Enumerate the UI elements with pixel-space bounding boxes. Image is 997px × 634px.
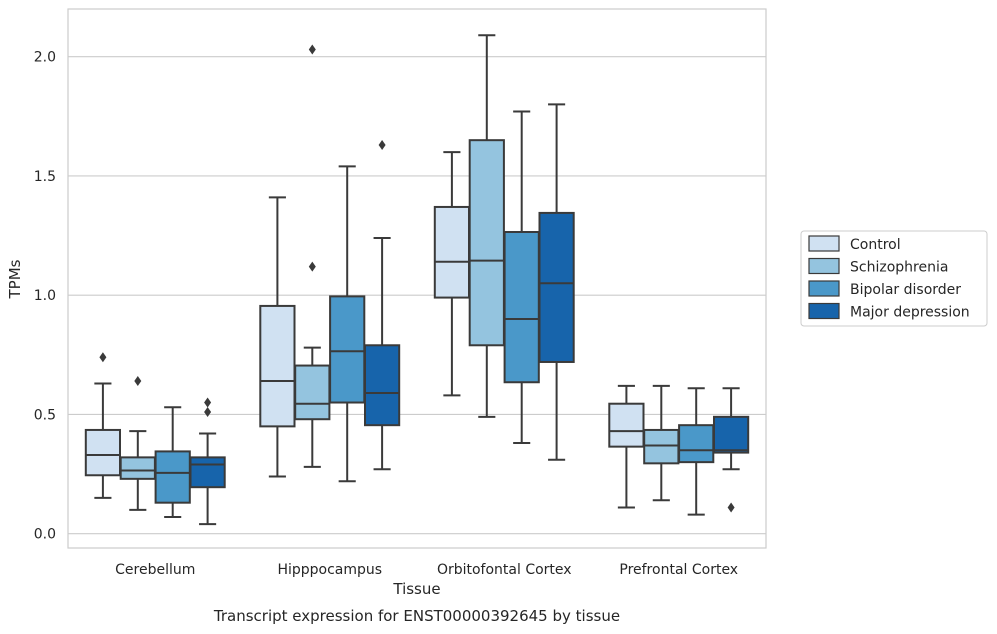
legend-swatch	[808, 302, 840, 320]
box-control-3	[608, 384, 645, 509]
x-tick-label: Orbitofontal Cortex	[437, 562, 572, 578]
plot-area-frame	[67, 8, 767, 549]
box-bipolar-disorder-0	[154, 406, 191, 518]
x-tick-label: Hipppocampus	[277, 562, 382, 578]
legend-label: Bipolar disorder	[850, 282, 961, 298]
legend-swatch	[808, 235, 840, 252]
legend-label: Control	[850, 237, 901, 253]
box-major-depression-3	[712, 387, 750, 513]
x-tick-label: Cerebellum	[115, 562, 195, 578]
box-schizophrenia-2	[468, 34, 505, 418]
outlier-point	[204, 397, 212, 408]
outlier-point	[727, 502, 735, 513]
legend-frame	[800, 230, 988, 327]
iqr-box	[678, 424, 715, 464]
iqr-box	[259, 304, 296, 428]
iqr-box	[154, 450, 191, 504]
box-control-1	[259, 196, 296, 478]
outlier-point	[204, 407, 212, 418]
iqr-box	[84, 428, 122, 477]
box-schizophrenia-3	[643, 384, 680, 502]
iqr-box	[433, 205, 471, 299]
legend-item: Control	[808, 235, 901, 253]
outlier-point	[134, 376, 142, 387]
legend-swatch	[808, 257, 840, 275]
box-major-depression-2	[538, 103, 575, 461]
boxes-layer	[84, 34, 750, 526]
legend-label: Major depression	[850, 305, 970, 321]
iqr-box	[294, 364, 331, 421]
box-bipolar-disorder-2	[503, 110, 540, 445]
iqr-box	[643, 428, 680, 465]
legend-swatch	[808, 280, 840, 297]
x-axis-label: Tissue	[392, 580, 440, 598]
y-tick-label: 0.5	[34, 407, 56, 423]
legend-label: Schizophrenia	[850, 260, 948, 276]
outlier-point	[99, 352, 107, 363]
gridlines	[68, 56, 766, 535]
legend-item: Major depression	[808, 302, 970, 321]
iqr-box	[503, 230, 540, 384]
box-bipolar-disorder-3	[678, 387, 715, 516]
y-axis-label: TPMs	[6, 259, 24, 299]
box-control-0	[84, 352, 122, 499]
iqr-box	[119, 456, 156, 480]
box-major-depression-1	[363, 139, 401, 471]
x-tick-label: Prefrontal Cortex	[619, 562, 738, 578]
y-axis-ticks: 0.0 0.5 1.0 1.5 2.0	[34, 50, 56, 543]
chart-caption: Transcript expression for ENST0000039264…	[213, 607, 620, 625]
y-tick-label: 1.0	[34, 288, 56, 304]
legend-item: Bipolar disorder	[808, 280, 961, 298]
box-bipolar-disorder-1	[329, 165, 366, 483]
y-tick-label: 0.0	[34, 527, 56, 543]
outlier-point	[308, 261, 316, 272]
iqr-box	[189, 456, 226, 489]
iqr-box	[712, 415, 750, 454]
outlier-point	[378, 139, 386, 150]
outlier-point	[308, 44, 316, 55]
box-major-depression-0	[189, 397, 226, 526]
iqr-box	[608, 402, 645, 448]
box-schizophrenia-1	[294, 44, 331, 468]
legend: Control Schizophrenia Bipolar disorder Majo…	[800, 230, 988, 327]
legend-item: Schizophrenia	[808, 257, 948, 276]
iqr-box	[363, 344, 401, 427]
x-axis-ticks: Cerebellum Hipppocampus Orbitofontal Corte…	[115, 562, 738, 578]
box-schizophrenia-0	[119, 376, 156, 511]
iqr-box	[329, 295, 366, 404]
box-control-2	[433, 151, 471, 397]
y-tick-label: 1.5	[34, 169, 56, 185]
y-tick-label: 2.0	[34, 50, 56, 66]
iqr-box	[468, 139, 505, 347]
iqr-box	[538, 211, 575, 363]
